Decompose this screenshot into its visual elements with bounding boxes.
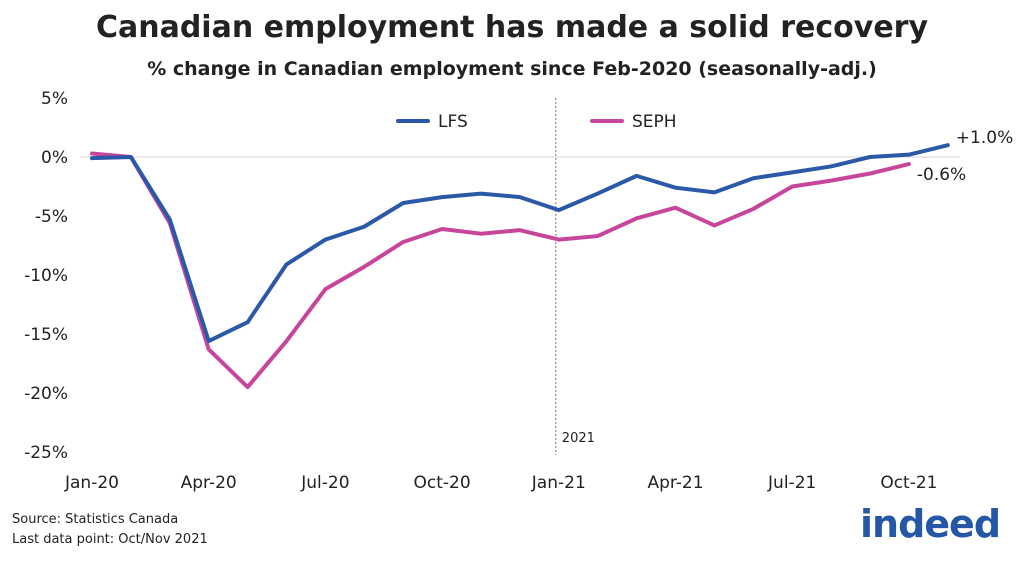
end-value-label: -0.6% [917, 165, 966, 185]
chart-title: Canadian employment has made a solid rec… [95, 10, 929, 45]
source-note: Source: Statistics Canada [12, 512, 179, 527]
x-tick-label: Jul-21 [767, 473, 816, 493]
y-tick-label: 5% [41, 89, 68, 109]
x-tick-label: Oct-20 [414, 473, 471, 493]
x-tick-label: Jan-20 [64, 473, 119, 493]
x-tick-label: Jan-21 [531, 473, 586, 493]
y-tick-label: -5% [35, 207, 68, 227]
x-tick-label: Jul-20 [300, 473, 349, 493]
x-tick-label: Apr-21 [647, 473, 703, 493]
x-tick-label: Oct-21 [880, 473, 937, 493]
y-tick-label: -10% [24, 266, 68, 286]
y-tick-label: -20% [24, 384, 68, 404]
legend-label: SEPH [632, 112, 677, 132]
x-tick-label: Apr-20 [181, 473, 237, 493]
y-tick-label: -25% [24, 443, 68, 463]
logo-text: indeed [860, 502, 1001, 546]
series-line-lfs [90, 143, 950, 344]
year-divider-label: 2021 [562, 431, 595, 446]
end-value-label: +1.0% [956, 128, 1013, 148]
last-data-note: Last data point: Oct/Nov 2021 [12, 532, 208, 547]
indeed-logo: indeed [852, 500, 1002, 550]
y-tick-label: 0% [41, 148, 68, 168]
legend-label: LFS [438, 112, 468, 132]
series-line-seph [90, 151, 911, 390]
chart-subtitle: % change in Canadian employment since Fe… [147, 58, 877, 80]
y-tick-label: -15% [24, 325, 68, 345]
